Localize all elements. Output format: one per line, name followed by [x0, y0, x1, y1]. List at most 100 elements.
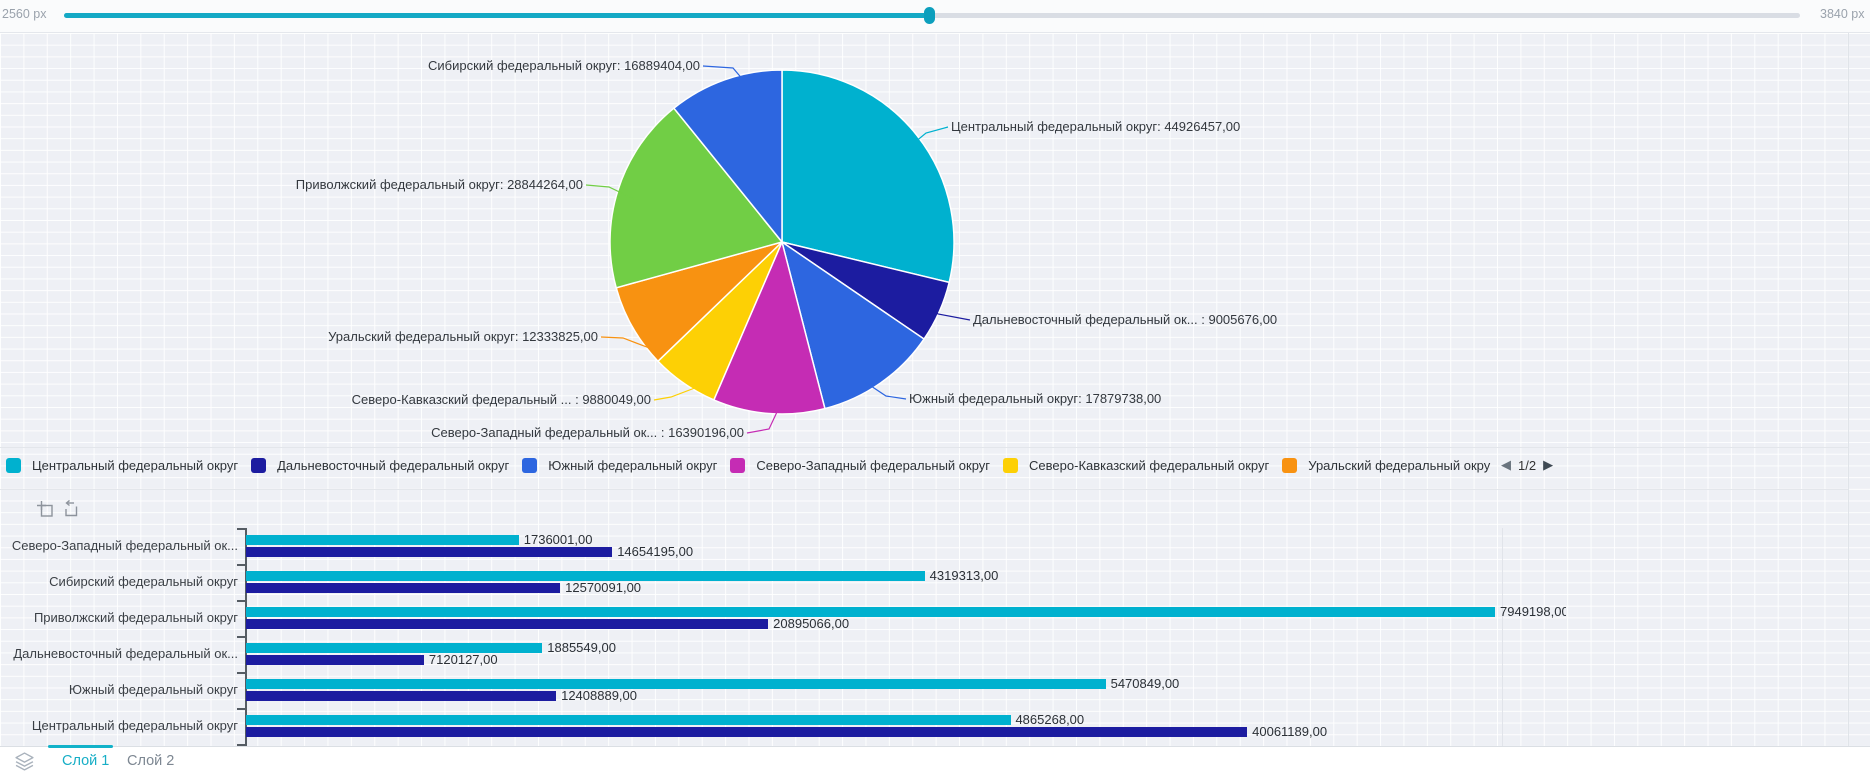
legend-item-label: Южный федеральный округ	[548, 457, 718, 473]
bar-value-label: 1736001,00	[523, 532, 593, 547]
pie-slice-0[interactable]	[781, 69, 955, 284]
slider-min-label: 2560 px	[2, 7, 47, 21]
legend-item-label: Северо-Кавказский федеральный округ	[1029, 457, 1270, 473]
pie-callout-line	[585, 184, 635, 200]
pie-callout-label: Сибирский федеральный округ: 16889404,00	[428, 58, 700, 73]
pie-slice-3[interactable]	[712, 239, 826, 415]
pie-slice-2[interactable]	[780, 240, 926, 410]
pie-callout-label: Южный федеральный округ: 17879738,00	[909, 391, 1162, 406]
legend-item[interactable]: Северо-Западный федеральный округ	[730, 457, 991, 473]
bar-value-label: 7120127,00	[428, 652, 498, 667]
legend-page-indicator: 1/2	[1518, 457, 1537, 473]
axis-tick	[237, 636, 245, 638]
legend-swatch	[1282, 457, 1298, 473]
bar-value-label: 14654195,00	[617, 544, 694, 559]
bar-series-1-row5[interactable]	[246, 715, 1011, 725]
bar-series-2-row2[interactable]	[246, 619, 769, 629]
bar-category-label: Северо-Западный федеральный ок...	[11, 538, 238, 553]
reset-zoom-icon[interactable]	[61, 499, 78, 517]
bar-y-axis	[245, 528, 247, 746]
pie-callout-label: Северо-Кавказский федеральный ... : 9880…	[351, 392, 651, 407]
legend-item[interactable]: Северо-Кавказский федеральный округ	[1003, 457, 1270, 473]
bar-series-2-row5[interactable]	[246, 727, 1248, 737]
axis-tick	[237, 744, 245, 746]
legend-item-label: Дальневосточный федеральный округ	[277, 457, 510, 473]
axis-tick	[237, 672, 245, 674]
resolution-slider[interactable]	[64, 7, 1800, 24]
bar-series-1-row0[interactable]	[246, 535, 519, 545]
legend-pagination: ◀ 1/2 ▶	[1501, 452, 1553, 478]
bar-series-1-row2[interactable]	[246, 607, 1495, 617]
slider-fill	[64, 13, 929, 18]
bar-value-label: 12408889,00	[561, 688, 638, 703]
axis-tick	[237, 708, 245, 710]
pie-callout-line	[861, 379, 907, 400]
bar-plot-right-border	[1502, 528, 1503, 746]
slider-max-label: 3840 px	[1820, 7, 1865, 21]
bar-chart-widget: Северо-Западный федеральный ок... 1736001…	[0, 489, 1566, 746]
pie-callout-line	[902, 126, 949, 153]
slider-handle[interactable]	[923, 7, 935, 24]
bar-category-label: Южный федеральный округ	[68, 682, 238, 697]
legend-swatch	[730, 457, 746, 473]
bar-value-label: 4865268,00	[1015, 712, 1085, 727]
legend-item[interactable]: Дальневосточный федеральный округ	[251, 457, 510, 473]
widget-separator	[0, 447, 1848, 448]
resolution-slider-bar: 2560 px 3840 px	[0, 0, 1870, 33]
bar-series-2-row3[interactable]	[246, 655, 424, 665]
pie-callout-label: Северо-Западный федеральный ок... : 1639…	[431, 425, 744, 440]
tab-layer-1[interactable]: Слой 1	[62, 753, 110, 769]
widget-separator	[0, 489, 1848, 490]
bar-category-label: Приволжский федеральный округ	[33, 610, 238, 625]
widget-right-border	[1848, 33, 1849, 746]
pie-legend: Центральный федеральный округ Дальневосто…	[6, 452, 1490, 478]
layer-tabbar: Слой 1 Слой 2	[0, 745, 1870, 776]
bar-value-label: 7949198,00	[1500, 604, 1566, 619]
legend-item[interactable]: Южный федеральный округ	[522, 457, 718, 473]
legend-next-button[interactable]: ▶	[1543, 457, 1554, 472]
legend-prev-button[interactable]: ◀	[1501, 457, 1511, 472]
legend-item-label: Северо-Западный федеральный округ	[756, 457, 991, 473]
bar-value-label: 1885549,00	[547, 640, 616, 655]
pie-callout-label: Приволжский федеральный округ: 28844264,…	[295, 177, 583, 192]
bar-series-2-row4[interactable]	[246, 691, 557, 701]
legend-swatch	[522, 457, 538, 473]
bar-series-2-row1[interactable]	[246, 583, 561, 593]
pie-slice-7[interactable]	[672, 69, 783, 245]
active-tab-indicator	[48, 745, 113, 748]
pie-callout-line	[702, 65, 756, 95]
bar-series-1-row3[interactable]	[246, 643, 543, 653]
bar-value-label: 40061189,00	[1252, 724, 1328, 739]
pie-callout-label: Центральный федеральный округ: 44926457,…	[951, 119, 1241, 134]
bar-value-label: 12570091,00	[565, 580, 642, 595]
legend-swatch	[6, 457, 21, 473]
pie-callout-line	[653, 385, 701, 401]
legend-swatch	[1003, 457, 1019, 473]
bar-series-2-row0[interactable]	[246, 547, 613, 557]
legend-item-label: Уральский федеральный окру	[1308, 457, 1491, 473]
bar-series-1-row1[interactable]	[246, 571, 925, 581]
legend-swatch	[251, 457, 267, 473]
legend-item[interactable]: Уральский федеральный окру	[1282, 457, 1491, 473]
pie-callout-line	[600, 336, 653, 350]
pie-callout-label: Дальневосточный федеральный ок... : 9005…	[973, 312, 1278, 327]
bar-category-label: Центральный федеральный округ	[31, 718, 238, 733]
bar-series-1-row4[interactable]	[246, 679, 1106, 689]
bar-value-label: 5470849,00	[1110, 676, 1180, 691]
axis-tick	[237, 528, 245, 530]
bar-value-label: 20895066,00	[773, 616, 850, 631]
legend-item[interactable]: Центральный федеральный округ	[6, 457, 239, 473]
axis-tick	[237, 564, 245, 566]
tab-layer-2[interactable]: Слой 2	[127, 753, 175, 769]
legend-item-label: Центральный федеральный округ	[32, 457, 239, 473]
zoom-select-icon[interactable]	[36, 500, 53, 517]
bar-category-label: Сибирский федеральный округ	[49, 574, 238, 589]
pie-callout-line	[905, 280, 971, 321]
bar-value-label: 4319313,00	[929, 568, 999, 583]
pie-callout-line	[746, 411, 778, 434]
bar-category-label: Дальневосточный федеральный ок...	[13, 646, 238, 661]
pie-slice-6[interactable]	[609, 107, 784, 289]
axis-tick	[237, 600, 245, 602]
